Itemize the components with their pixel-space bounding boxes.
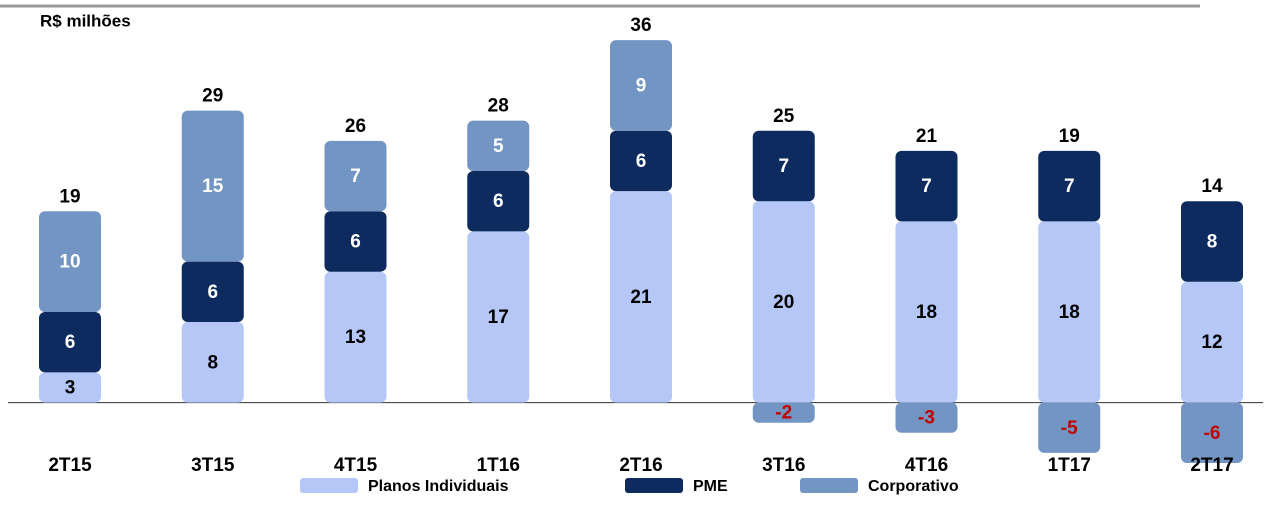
bar-segment [610, 130, 672, 192]
bar-segment [1181, 402, 1243, 463]
value-label: 6 [207, 282, 218, 303]
legend-label: Corporativo [868, 478, 959, 495]
x-tick-label: 2T16 [619, 455, 662, 476]
x-tick-label: 1T16 [477, 455, 520, 476]
bar-segment [467, 171, 530, 232]
legend-swatch [625, 478, 683, 493]
bar-segment [467, 231, 530, 403]
x-tick-label: 1T17 [1048, 455, 1091, 476]
total-label: 25 [773, 106, 795, 127]
bar-segment [467, 120, 530, 172]
value-label: 18 [916, 302, 937, 323]
value-label: -5 [1061, 418, 1078, 439]
value-label: 18 [1059, 302, 1080, 323]
subtitle: R$ milhões [40, 11, 131, 30]
bar-segment [610, 191, 672, 403]
bar-segment [324, 271, 387, 403]
total-label: 29 [202, 86, 223, 107]
legend-swatch [800, 478, 858, 493]
value-label: 9 [636, 75, 647, 96]
value-label: 6 [350, 232, 361, 253]
total-label: 26 [345, 116, 366, 137]
value-label: -2 [775, 403, 792, 424]
bar-segment [1181, 201, 1243, 282]
value-label: 12 [1201, 332, 1222, 353]
value-label: 13 [345, 327, 366, 348]
total-label: 19 [59, 186, 80, 207]
legend-swatch [300, 478, 358, 493]
bar-segment [1038, 150, 1101, 222]
total-label: 14 [1201, 176, 1223, 197]
value-label: 7 [921, 176, 932, 197]
value-label: -3 [918, 408, 935, 429]
bar-segment [895, 402, 958, 433]
value-label: 20 [773, 292, 794, 313]
x-tick-label: 4T16 [905, 455, 948, 476]
bar-segment [610, 40, 672, 131]
bar-segment [752, 402, 815, 423]
x-tick-label: 2T15 [48, 455, 92, 476]
x-tick-label: 4T15 [334, 455, 378, 476]
value-label: 15 [202, 176, 224, 197]
bar-segment [39, 372, 101, 403]
bar-segment [181, 261, 244, 323]
value-label: 17 [488, 307, 509, 328]
value-label: 3 [65, 378, 76, 399]
x-tick-label: 3T16 [762, 455, 805, 476]
bar-segment [39, 211, 101, 312]
value-label: 21 [630, 287, 652, 308]
value-label: 5 [493, 136, 504, 157]
bar-segment [1181, 281, 1243, 403]
value-label: 7 [350, 166, 361, 187]
value-label: 10 [59, 252, 80, 273]
total-label: 21 [916, 126, 938, 147]
value-label: 7 [1064, 176, 1075, 197]
bar-segment [1038, 402, 1101, 453]
bar-segment [752, 201, 815, 403]
value-label: 6 [493, 191, 504, 212]
value-label: -6 [1204, 423, 1221, 444]
x-tick-label: 2T17 [1190, 455, 1233, 476]
bar-segment [1038, 221, 1101, 403]
bar-segment [181, 322, 244, 403]
value-label: 8 [207, 352, 218, 373]
value-label: 7 [778, 156, 789, 177]
value-label: 6 [636, 151, 647, 172]
bar-segment [39, 311, 101, 373]
total-label: 36 [630, 15, 651, 36]
bar-segment [181, 110, 244, 262]
bar-segment [895, 150, 958, 222]
bar-segment [324, 211, 387, 272]
legend-label: Planos Individuais [368, 478, 509, 495]
total-label: 28 [488, 96, 509, 117]
bar-segment [895, 221, 958, 403]
x-tick-label: 3T15 [191, 455, 235, 476]
total-label: 19 [1059, 126, 1080, 147]
legend-label: PME [693, 478, 728, 495]
value-label: 6 [65, 332, 76, 353]
bar-segment [324, 140, 387, 212]
bar-segment [752, 130, 815, 202]
value-label: 8 [1207, 232, 1218, 253]
